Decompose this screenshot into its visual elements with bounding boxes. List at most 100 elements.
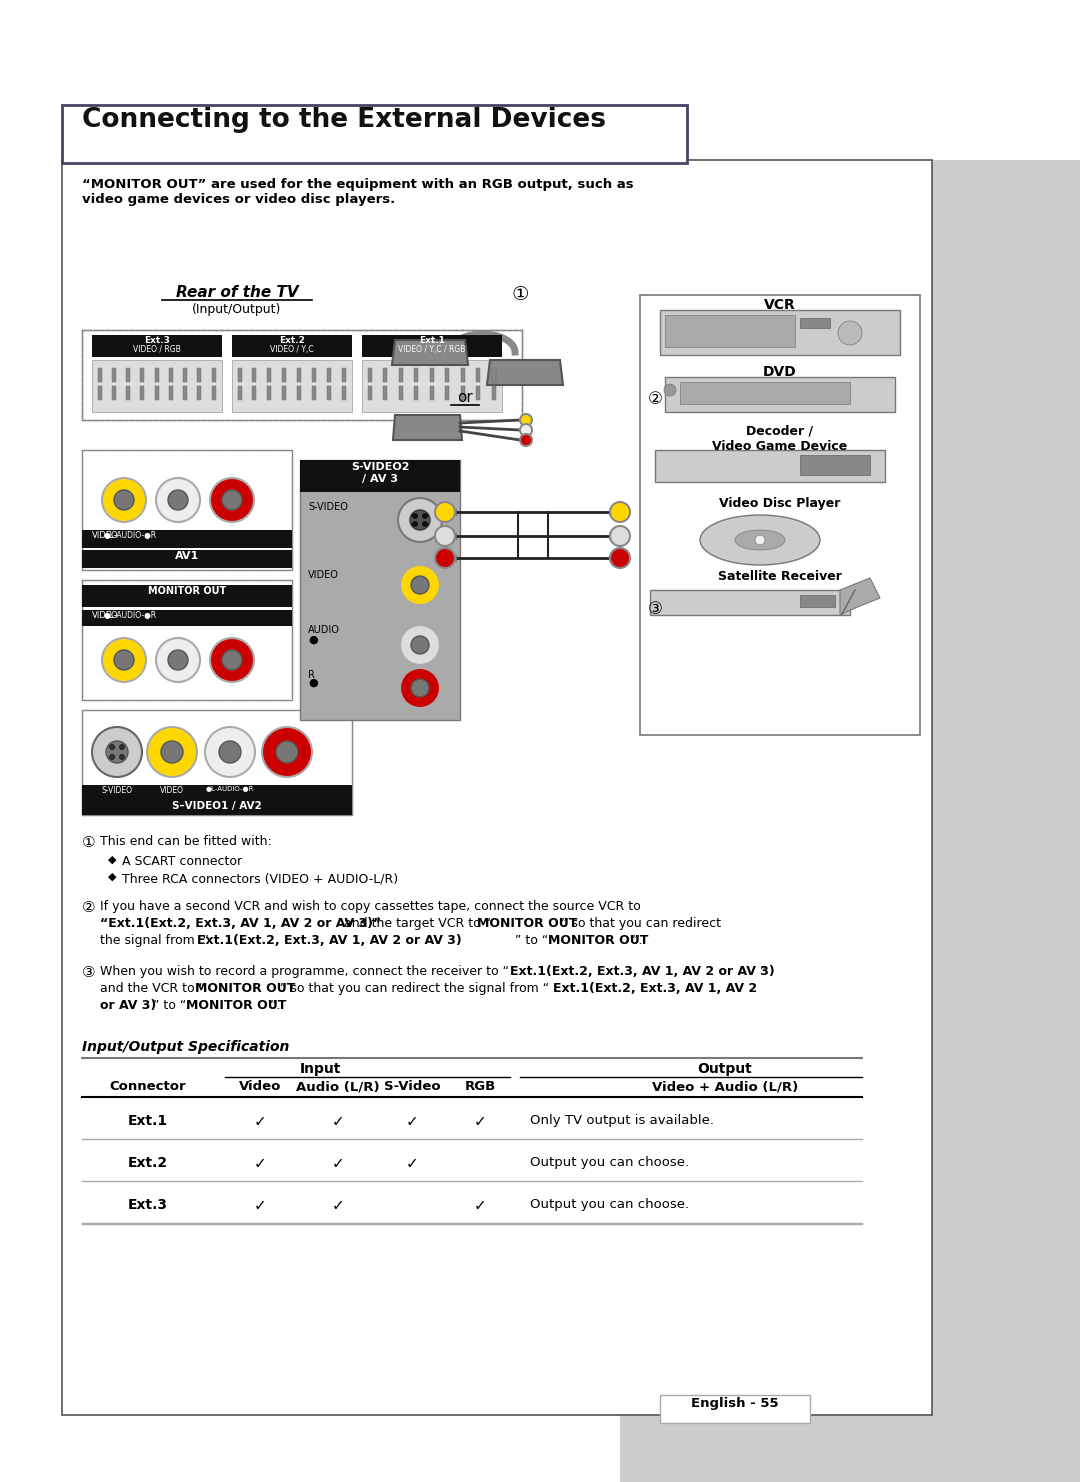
Bar [197, 368, 201, 382]
Text: S-VIDEO: S-VIDEO [102, 785, 133, 794]
Circle shape [147, 728, 197, 777]
Circle shape [399, 498, 442, 542]
Circle shape [205, 728, 255, 777]
Bar [461, 385, 465, 400]
Bar [267, 385, 271, 400]
Text: Ext.2: Ext.2 [127, 1156, 168, 1169]
Text: S-VIDEO: S-VIDEO [308, 502, 348, 511]
Circle shape [168, 651, 188, 670]
Text: (Input/Output): (Input/Output) [192, 302, 282, 316]
Text: Output you can choose.: Output you can choose. [530, 1197, 689, 1211]
Text: ●L-AUDIO-●R: ●L-AUDIO-●R [104, 531, 157, 539]
Bar [640, 295, 920, 735]
Circle shape [411, 576, 429, 594]
Circle shape [222, 491, 242, 510]
Bar [492, 385, 496, 400]
Text: or AV 3): or AV 3) [100, 999, 157, 1012]
Text: VIDEO: VIDEO [92, 611, 119, 619]
Bar [362, 335, 502, 357]
Text: ✓: ✓ [406, 1114, 418, 1129]
Text: S–VIDEO1 / AV2: S–VIDEO1 / AV2 [172, 800, 261, 811]
Bar [445, 368, 449, 382]
Circle shape [161, 741, 183, 763]
Bar [238, 385, 242, 400]
Bar [82, 585, 292, 608]
Bar [492, 368, 496, 382]
Text: VIDEO / Y,C: VIDEO / Y,C [270, 345, 314, 354]
Circle shape [400, 625, 440, 665]
Circle shape [413, 513, 418, 519]
Bar [82, 550, 292, 568]
Circle shape [114, 491, 134, 510]
Bar [327, 385, 330, 400]
Text: Video + Audio (L/R): Video + Audio (L/R) [652, 1080, 798, 1094]
Text: ◆: ◆ [108, 871, 117, 882]
Bar [654, 451, 885, 482]
Bar [430, 385, 434, 400]
Circle shape [519, 434, 532, 446]
Bar [453, 534, 456, 539]
Text: Input/Output Specification: Input/Output Specification [82, 1040, 289, 1054]
Text: VCR: VCR [765, 298, 796, 313]
Polygon shape [393, 415, 462, 440]
Text: ”.: ”. [632, 934, 643, 947]
Text: Output: Output [698, 1063, 753, 1076]
Bar [300, 459, 460, 492]
Bar [62, 105, 687, 163]
Bar [800, 594, 835, 608]
Bar [445, 385, 449, 400]
Bar [183, 385, 187, 400]
Text: ”.: ”. [270, 999, 281, 1012]
Bar [82, 710, 352, 815]
Bar [112, 385, 116, 400]
Text: AUDIO: AUDIO [308, 625, 340, 634]
Text: ” to “: ” to “ [515, 934, 549, 947]
Text: MONITOR OUT: MONITOR OUT [477, 917, 578, 931]
Bar [519, 437, 528, 443]
Bar [680, 382, 850, 405]
Circle shape [114, 651, 134, 670]
Text: ✓: ✓ [332, 1114, 345, 1129]
Polygon shape [487, 360, 563, 385]
Text: MONITOR OUT: MONITOR OUT [548, 934, 648, 947]
Polygon shape [840, 578, 880, 615]
Text: Video Disc Player: Video Disc Player [719, 496, 840, 510]
Bar [92, 335, 222, 357]
Circle shape [519, 413, 532, 425]
Bar [609, 508, 612, 516]
Text: When you wish to record a programme, connect the receiver to “: When you wish to record a programme, con… [100, 965, 509, 978]
Circle shape [210, 479, 254, 522]
Text: Audio (L/R): Audio (L/R) [296, 1080, 380, 1094]
Bar [126, 368, 130, 382]
Bar [0, 0, 1080, 160]
Circle shape [755, 535, 765, 545]
Bar [238, 368, 242, 382]
Text: ” to “: ” to “ [153, 999, 186, 1012]
Text: ✓: ✓ [406, 1156, 418, 1171]
Text: A SCART connector: A SCART connector [122, 855, 242, 868]
Text: ②: ② [82, 900, 96, 914]
Bar [82, 451, 292, 571]
Circle shape [610, 502, 630, 522]
Text: ◆: ◆ [108, 855, 117, 865]
Text: Ext.1(Ext.2, Ext.3, AV 1, AV 2 or AV 3): Ext.1(Ext.2, Ext.3, AV 1, AV 2 or AV 3) [510, 965, 774, 978]
Text: If you have a second VCR and wish to copy cassettes tape, connect the source VCR: If you have a second VCR and wish to cop… [100, 900, 640, 913]
Bar [82, 330, 522, 419]
Bar [383, 368, 387, 382]
Text: Decoder /
Video Game Device: Decoder / Video Game Device [713, 425, 848, 453]
Bar [282, 385, 286, 400]
Text: Video: Video [239, 1080, 281, 1094]
Bar [140, 368, 144, 382]
Bar [197, 385, 201, 400]
Bar [399, 368, 403, 382]
Circle shape [156, 479, 200, 522]
Circle shape [664, 384, 676, 396]
Bar [519, 416, 528, 422]
Text: or: or [457, 390, 473, 405]
Bar [297, 385, 301, 400]
Text: ”: ” [760, 965, 767, 978]
Bar [297, 368, 301, 382]
Circle shape [435, 548, 455, 568]
Bar [82, 611, 292, 625]
Circle shape [156, 637, 200, 682]
